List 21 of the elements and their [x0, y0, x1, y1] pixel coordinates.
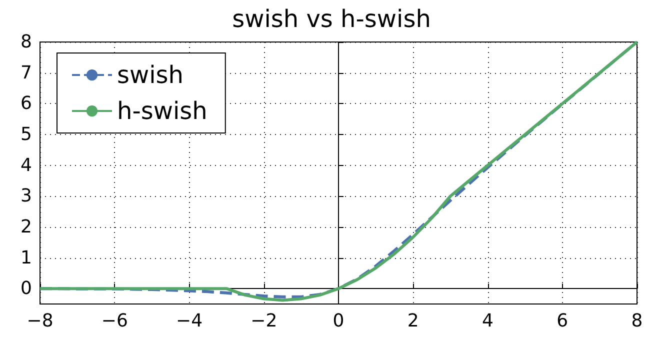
x-tick-label: −8 [26, 310, 54, 332]
x-tick-label: −2 [250, 310, 278, 332]
x-tick-label: 2 [407, 310, 419, 332]
x-tick-label: 0 [332, 310, 344, 332]
x-tick-label: 6 [556, 310, 568, 332]
y-tick-label: 1 [20, 247, 32, 268]
y-tick-label: 6 [20, 93, 32, 114]
legend-label: swish [117, 61, 184, 89]
y-tick-label: 3 [20, 186, 32, 207]
y-tick-label: 4 [20, 154, 32, 176]
y-tick-label: 8 [20, 32, 32, 52]
y-tick-label: 0 [20, 278, 32, 300]
y-tick-label: 2 [20, 216, 32, 238]
y-tick-label: 7 [20, 62, 32, 84]
x-tick-label: −4 [176, 310, 203, 332]
y-tick-label: 5 [20, 124, 32, 145]
x-tick-label: 4 [482, 310, 494, 332]
legend-label: h-swish [117, 97, 208, 125]
x-tick-label: 8 [631, 310, 643, 332]
x-tick-label: −6 [101, 310, 128, 332]
chart-title: swish vs h-swish [232, 5, 431, 33]
